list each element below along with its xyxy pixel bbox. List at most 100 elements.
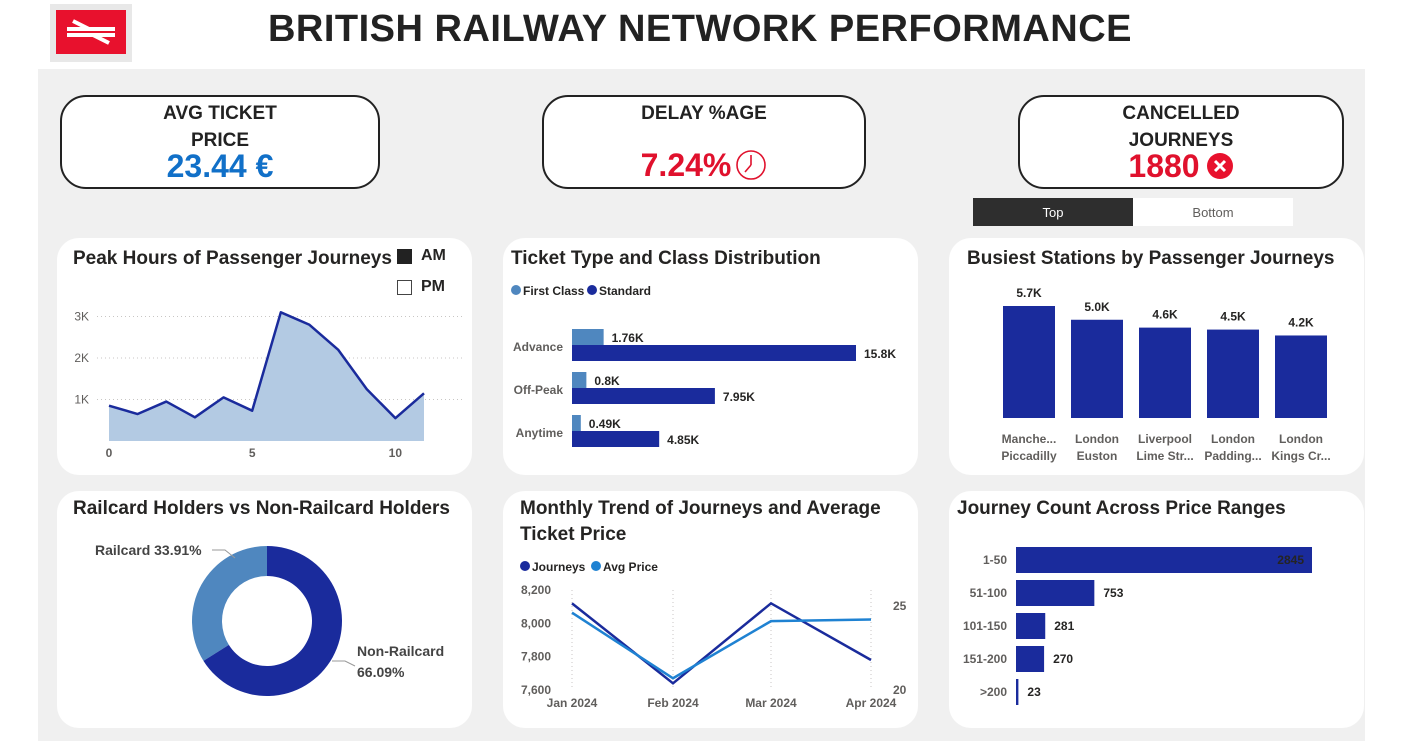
bar-standard xyxy=(572,388,715,404)
y-tick-label: 1K xyxy=(74,392,89,406)
kpi-value: 7.24% xyxy=(640,147,732,183)
kpi-label: AVG TICKET xyxy=(163,103,277,124)
kpi-label: PRICE xyxy=(190,130,250,151)
chart-title: Ticket Type and Class Distribution xyxy=(511,248,821,269)
leader-line xyxy=(212,549,236,559)
chart-title-line2: Ticket Price xyxy=(520,524,627,545)
x-tick-label: Jan 2024 xyxy=(547,696,598,710)
x-tick-label: 5 xyxy=(249,446,256,460)
bar-standard xyxy=(572,431,660,447)
checkbox-am[interactable] xyxy=(397,248,412,264)
area-fill xyxy=(109,312,424,441)
bar-first-class xyxy=(572,329,604,345)
station-label: Euston xyxy=(1077,449,1118,463)
data-label: 270 xyxy=(1053,652,1073,666)
legend-label: Journeys xyxy=(532,560,586,574)
kpi-label: CANCELLED xyxy=(1122,103,1240,124)
donut-slice-non-railcard xyxy=(203,546,342,696)
station-label: London xyxy=(1211,432,1255,446)
data-label: 2845 xyxy=(1277,553,1304,567)
y-left-tick-label: 7,800 xyxy=(521,650,551,664)
price-range-bar xyxy=(1016,646,1045,672)
category-label: 151-200 xyxy=(963,652,1007,666)
price-ranges-chart: 1-50 2845 51-100 753 101-150 281 151-200 270 >20… xyxy=(963,547,1312,705)
category-label: >200 xyxy=(980,685,1007,699)
kpi-cancelled-journeys: CANCELLED JOURNEYS 1880 xyxy=(1018,95,1344,189)
toggle-bottom-button[interactable]: Bottom xyxy=(1133,198,1293,226)
legend-am[interactable]: AM xyxy=(397,247,446,265)
kpi-label: DELAY %AGE xyxy=(641,103,767,124)
checkbox-pm[interactable] xyxy=(397,279,412,295)
legend-dot-standard xyxy=(587,285,597,295)
legend-dot-avg-price xyxy=(591,561,601,571)
category-label: Advance xyxy=(513,340,563,354)
legend-label: First Class xyxy=(523,284,585,298)
non-railcard-label: Non-Railcard xyxy=(357,643,445,659)
chart-title: Busiest Stations by Passenger Journeys xyxy=(967,248,1335,269)
station-bar xyxy=(1207,329,1259,418)
peak-hours-chart: 1K 2K 3K 0 5 10 xyxy=(74,309,462,460)
data-label: 4.85K xyxy=(667,433,699,447)
chart-title: Journey Count Across Price Ranges xyxy=(957,498,1286,519)
legend-dot-first-class xyxy=(511,285,521,295)
price-range-bar xyxy=(1016,580,1095,606)
price-range-bar xyxy=(1016,613,1046,639)
y-right-tick-label: 20 xyxy=(893,683,907,697)
kpi-delay-percentage: DELAY %AGE 7.24% xyxy=(542,95,866,189)
x-tick-label: 0 xyxy=(106,446,113,460)
data-label: 1.76K xyxy=(612,331,644,345)
y-left-tick-label: 8,200 xyxy=(521,583,551,597)
area-line xyxy=(108,311,425,420)
y-left-tick-label: 8,000 xyxy=(521,616,551,630)
legend-dot-journeys xyxy=(520,561,530,571)
station-label: Liverpool xyxy=(1138,432,1192,446)
data-label: 0.49K xyxy=(589,417,621,431)
railcard-label: Railcard 33.91% xyxy=(95,542,202,558)
data-label: 5.0K xyxy=(1084,300,1110,314)
y-left-tick-label: 7,600 xyxy=(521,683,551,697)
data-label: 0.8K xyxy=(594,374,620,388)
toggle-top-button[interactable]: Top xyxy=(973,198,1133,226)
brand-logo xyxy=(50,4,132,62)
x-circle-icon xyxy=(1206,152,1234,180)
data-label: 281 xyxy=(1054,619,1074,633)
bar-first-class xyxy=(572,372,587,388)
railcard-donut-chart xyxy=(192,546,356,696)
price-range-bar xyxy=(1016,547,1312,573)
legend-label: Avg Price xyxy=(603,560,658,574)
y-tick-label: 2K xyxy=(74,351,89,365)
kpi-value: 1880 xyxy=(1128,148,1200,184)
data-label: 4.5K xyxy=(1220,310,1246,324)
line-avg-price xyxy=(571,611,872,680)
legend-pm[interactable]: PM xyxy=(397,278,445,296)
data-label: 5.7K xyxy=(1016,286,1042,300)
legend-label: AM xyxy=(421,247,446,264)
non-railcard-percent: 66.09% xyxy=(357,664,405,680)
kpi-label: JOURNEYS xyxy=(1128,130,1234,151)
data-label: 15.8K xyxy=(864,347,896,361)
clock-icon xyxy=(735,149,767,181)
category-label: 101-150 xyxy=(963,619,1007,633)
x-tick-label: Apr 2024 xyxy=(846,696,897,710)
data-label: 4.6K xyxy=(1152,308,1178,322)
y-tick-label: 3K xyxy=(74,309,89,323)
line-journeys xyxy=(571,601,872,685)
station-label: London xyxy=(1279,432,1323,446)
leader-line xyxy=(332,660,356,667)
data-label: 7.95K xyxy=(723,390,755,404)
station-label: Kings Cr... xyxy=(1271,449,1330,463)
data-label: 23 xyxy=(1027,685,1041,699)
chart-title: Monthly Trend of Journeys and Average xyxy=(520,498,881,519)
category-label: 1-50 xyxy=(983,553,1007,567)
header-bar xyxy=(38,0,1365,69)
price-range-bar xyxy=(1016,679,1019,705)
donut-slice-railcard xyxy=(192,546,267,661)
category-label: Off-Peak xyxy=(514,383,564,397)
category-label: Anytime xyxy=(516,426,564,440)
station-label: Manche... xyxy=(1002,432,1057,446)
station-bar xyxy=(1003,306,1055,418)
station-label: Piccadilly xyxy=(1001,449,1057,463)
bar-first-class xyxy=(572,415,581,431)
chart-title: Railcard Holders vs Non-Railcard Holders xyxy=(73,498,450,519)
station-label: Lime Str... xyxy=(1136,449,1193,463)
